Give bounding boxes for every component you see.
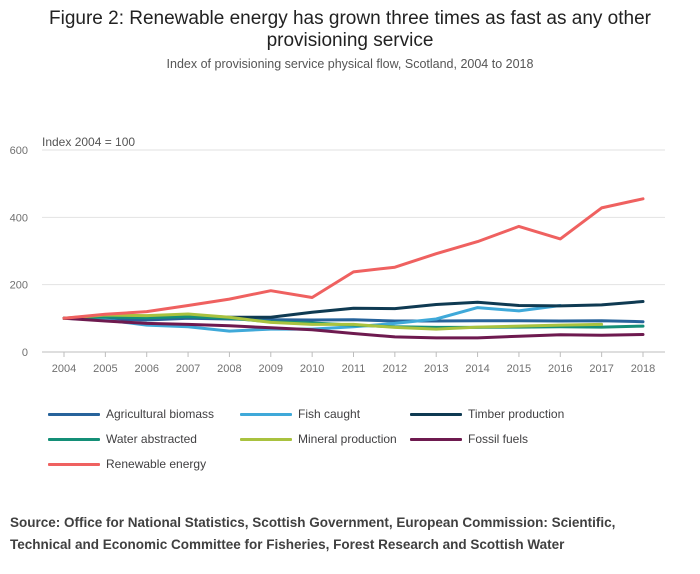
chart-title-line-1: Figure 2: Renewable energy has grown thr… xyxy=(49,8,651,29)
x-tick-label: 2012 xyxy=(383,363,407,375)
x-tick-label: 2006 xyxy=(134,363,158,375)
y-tick-label: 600 xyxy=(10,145,28,157)
x-tick-label: 2007 xyxy=(176,363,200,375)
legend-item-timber-production: Timber production xyxy=(410,407,564,421)
x-tick-label: 2005 xyxy=(93,363,117,375)
legend-swatch xyxy=(48,412,100,416)
legend-label: Mineral production xyxy=(298,432,397,446)
legend-item-water-abstracted: Water abstracted xyxy=(48,432,197,446)
x-tick-label: 2015 xyxy=(507,363,531,375)
line-chart: 0 200 400 600 Index 2004 = 100 2004 2005 2006 20… xyxy=(10,135,665,375)
chart-title-line-2: provisioning service xyxy=(266,30,434,51)
x-tick-label: 2010 xyxy=(300,363,324,375)
legend-item-renewable-energy: Renewable energy xyxy=(48,457,206,471)
series-line-fossil-fuels xyxy=(62,316,645,340)
legend-item-mineral-production: Mineral production xyxy=(240,432,397,446)
y-axis-label: Index 2004 = 100 xyxy=(42,135,135,149)
x-tick-label: 2004 xyxy=(52,363,76,375)
chart-subtitle: Index of provisioning service physical f… xyxy=(166,57,534,71)
x-tick-label: 2008 xyxy=(217,363,241,375)
source-line-2: Technical and Economic Committee for Fis… xyxy=(10,537,565,552)
legend-label: Fossil fuels xyxy=(468,432,529,446)
chart-title: Figure 2: Renewable energy has grown thr… xyxy=(0,8,700,52)
legend-swatch xyxy=(410,437,462,441)
series-line-mineral-production xyxy=(62,312,604,331)
source-note: Source: Office for National Statistics, … xyxy=(10,512,690,556)
x-tick-label: 2016 xyxy=(548,363,572,375)
series-line-renewable-energy xyxy=(62,197,645,320)
legend-label: Timber production xyxy=(468,407,565,421)
source-line-1: Source: Office for National Statistics, … xyxy=(10,515,616,530)
y-tick-label: 400 xyxy=(10,212,28,224)
legend-label: Renewable energy xyxy=(106,457,207,471)
legend-item-agricultural-biomass: Agricultural biomass xyxy=(48,407,214,421)
legend-label: Water abstracted xyxy=(106,432,197,446)
legend-swatch xyxy=(410,412,462,416)
y-tick-label: 0 xyxy=(22,347,28,359)
legend-swatch xyxy=(48,462,100,466)
x-tick-label: 2017 xyxy=(589,363,613,375)
x-tick-label: 2018 xyxy=(631,363,655,375)
y-tick-label: 200 xyxy=(10,280,28,292)
x-tick-label: 2014 xyxy=(465,363,489,375)
legend-label: Fish caught xyxy=(298,407,361,421)
legend-item-fish-caught: Fish caught xyxy=(240,407,360,421)
legend-label: Agricultural biomass xyxy=(106,407,215,421)
series-line-agricultural-biomass xyxy=(62,316,645,324)
legend-item-fossil-fuels: Fossil fuels xyxy=(410,432,528,446)
x-tick-label: 2009 xyxy=(259,363,283,375)
x-tick-label: 2011 xyxy=(342,363,366,375)
legend-swatch xyxy=(48,437,100,441)
legend-swatch xyxy=(240,412,292,416)
legend-swatch xyxy=(240,437,292,441)
x-tick-label: 2013 xyxy=(424,363,448,375)
